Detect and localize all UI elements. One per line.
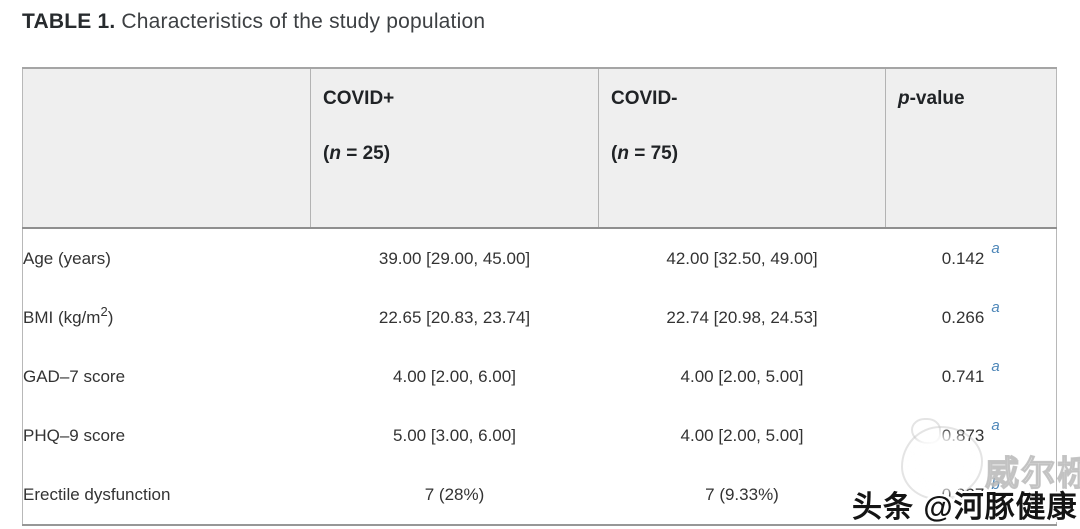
table-row-gad7: GAD–7 score 4.00 [2.00, 6.00] 4.00 [2.00… [23,347,1057,406]
covid-negative-value: 42.00 [32.50, 49.00] [666,248,818,268]
covid-negative-value: 4.00 [2.00, 5.00] [680,425,804,445]
p-value-cell: 0.266a [941,298,1000,327]
covid-positive-value: 22.65 [20.83, 23.74] [378,307,531,327]
table-caption-label: TABLE 1. [22,10,116,33]
covid-positive-value: 7 (28%) [424,484,485,504]
header-row: COVID+ (n = 25) COVID- (n = 75) p-value [22,68,1057,229]
footnote-marker-a[interactable]: a [991,357,1000,375]
covid-negative-n: (n = 75) [611,143,679,164]
table-caption-text: Characteristics of the study population [121,10,486,33]
header-covid-positive: COVID+ (n = 25) [310,68,599,229]
covid-positive-value: 39.00 [29.00, 45.00] [378,248,531,268]
characteristics-table: COVID+ (n = 25) COVID- (n = 75) p-value … [22,67,1057,526]
table-caption: TABLE 1. Characteristics of the study pop… [22,10,485,34]
header-empty-cell [22,68,311,229]
row-label: PHQ–9 score [23,425,126,445]
row-label: Erectile dysfunction [23,484,171,504]
footnote-marker-a[interactable]: a [991,239,1000,257]
row-label: GAD–7 score [23,366,126,386]
covid-positive-value: 4.00 [2.00, 6.00] [393,366,516,386]
table-row-bmi: BMI (kg/m2) 22.65 [20.83, 23.74] 22.74 [… [23,288,1057,347]
superscript-2: 2 [100,303,108,319]
table-row-phq9: PHQ–9 score 5.00 [3.00, 6.00] 4.00 [2.00… [23,406,1057,465]
table-row-age: Age (years) 39.00 [29.00, 45.00] 42.00 [… [23,228,1057,288]
covid-negative-title: COVID- [611,88,678,109]
p-value-cell: 0.873a [941,416,1000,445]
covid-positive-n: (n = 25) [323,143,391,164]
header-p-value: p-value [885,68,1057,229]
row-label: Age (years) [23,248,111,268]
p-value-cell: 0.142a [941,239,1000,268]
p-value-cell: 0.741a [941,357,1000,386]
footnote-marker-a[interactable]: a [991,298,1000,316]
covid-negative-value: 7 (9.33%) [705,484,779,504]
covid-negative-value: 22.74 [20.98, 24.53] [666,307,818,327]
footnote-marker-a[interactable]: a [991,416,1000,434]
covid-negative-value: 4.00 [2.00, 5.00] [680,366,804,386]
row-label: BMI (kg/m2) [23,303,114,327]
header-covid-negative: COVID- (n = 75) [598,68,886,229]
covid-positive-title: COVID+ [323,88,395,109]
byline-watermark: 头条 @河豚健康 [852,491,1078,524]
covid-positive-value: 5.00 [3.00, 6.00] [393,425,516,445]
footnote-marker-b[interactable]: b [991,475,1000,493]
